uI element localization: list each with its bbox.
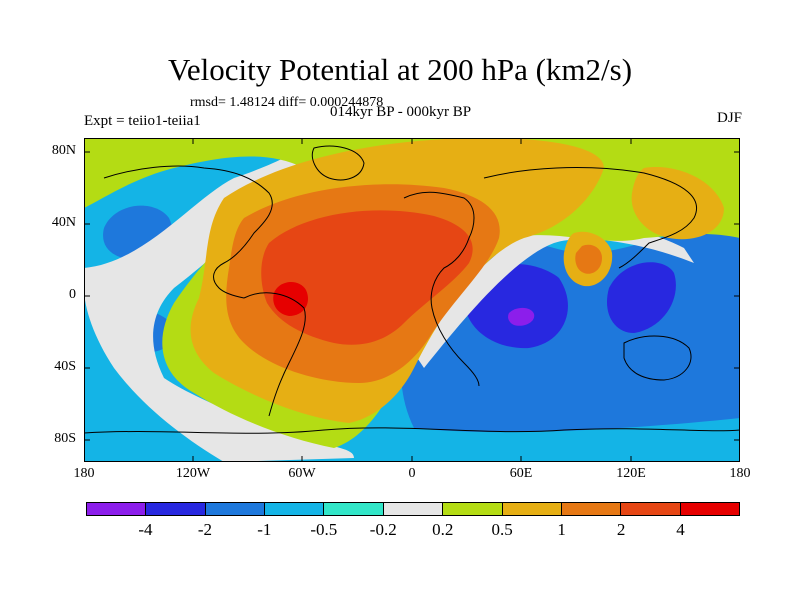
lon-label-120e: 120E (616, 466, 646, 481)
colorbar-swatch (680, 503, 739, 515)
lon-label-0: 0 (408, 466, 416, 481)
lon-label-60w: 60W (288, 466, 316, 481)
lat-label-80s: 80S (54, 431, 76, 446)
colorbar-swatch (502, 503, 562, 515)
tick-marks (84, 138, 740, 462)
colorbar-label: -1 (257, 520, 272, 539)
colorbar-swatch (621, 503, 681, 515)
field-neg-strong-2 (606, 262, 676, 333)
colorbar-swatch (561, 503, 622, 515)
lat-label-0: 0 (69, 287, 76, 302)
period-label: 014kyr BP - 000kyr BP (330, 104, 472, 120)
field-pos-strong-asia (575, 244, 602, 274)
colorbar-label: 1 (557, 520, 566, 539)
field-pos-mid-east (631, 167, 724, 240)
colorbar-swatch (205, 503, 266, 515)
colorbar-swatch (443, 503, 503, 515)
field-neutral (84, 158, 354, 462)
colorbar-swatch (87, 503, 147, 515)
coast-antarctica (84, 427, 740, 434)
colorbar-label: -4 (138, 520, 153, 539)
coast-greenland (311, 145, 365, 181)
velocity-potential-map (84, 138, 740, 462)
colorbar-swatch (383, 503, 444, 515)
colorbar-swatch (265, 503, 325, 515)
lon-label-120w: 120W (175, 466, 211, 481)
colorbar-label: -2 (197, 520, 212, 539)
field-pos-max (273, 282, 309, 316)
colorbar-swatch (324, 503, 384, 515)
lon-label-180e: 180 (729, 466, 751, 481)
lon-label-60e: 60E (509, 466, 533, 481)
colorbar-label: -0.5 (310, 520, 338, 539)
colorbar-label: 0.2 (432, 520, 454, 539)
field-neg-max (508, 307, 535, 326)
colorbar-label: -0.2 (369, 520, 397, 539)
coast-asia (483, 167, 697, 269)
coast-north-america (103, 165, 273, 299)
colorbar-label: 2 (616, 520, 626, 539)
field-pos-stronger (261, 210, 473, 345)
lon-label-180w: 180 (73, 466, 95, 481)
coast-south-america (243, 292, 306, 417)
lat-label-80n: 80N (51, 143, 76, 158)
stats-text: rmsd= 1.48124 diff= 0.000244878 (190, 95, 384, 110)
colorbar-label: 0.5 (491, 520, 513, 539)
lat-label-40n: 40N (51, 215, 76, 230)
coast-australia (623, 335, 692, 381)
coastlines (84, 145, 740, 434)
coast-europe-africa (403, 191, 480, 387)
colorbar-label: 4 (676, 520, 685, 539)
lat-label-40s: 40S (54, 359, 76, 374)
experiment-label: Expt = teiio1-teiia1 (84, 113, 201, 129)
colorbar (86, 502, 740, 516)
map-title: Velocity Potential at 200 hPa (km2/s) (167, 52, 633, 87)
colorbar-swatch (146, 503, 206, 515)
season-label: DJF (716, 110, 742, 126)
